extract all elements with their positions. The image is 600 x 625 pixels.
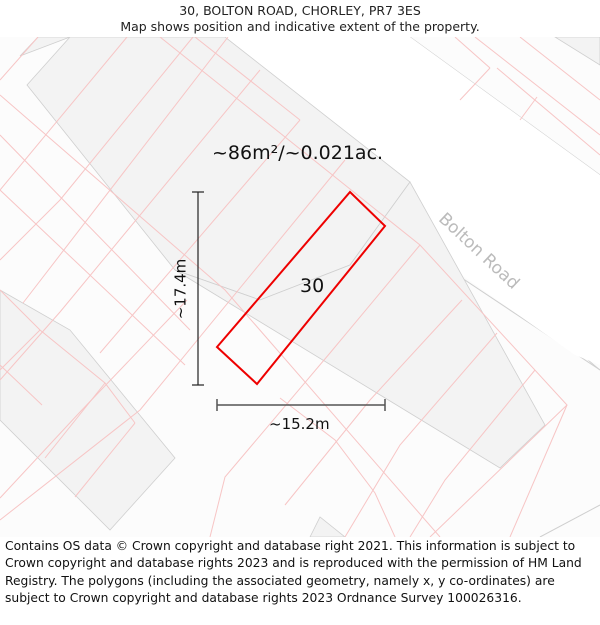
area-label: ~86m²/~0.021ac.	[212, 142, 384, 164]
parcel-boundaries	[0, 37, 600, 537]
vertical-measure-line	[192, 191, 204, 386]
plot-number-label: 30	[300, 275, 325, 297]
horizontal-measure-label: ~15.2m	[269, 415, 330, 433]
map-description: Map shows position and indicative extent…	[120, 19, 480, 34]
map-header: 30, BOLTON ROAD, CHORLEY, PR7 3ES Map sh…	[0, 0, 600, 37]
map-canvas	[0, 37, 600, 537]
copyright-attribution: Contains OS data © Crown copyright and d…	[5, 539, 582, 605]
property-map[interactable]: ~86m²/~0.021ac. 30 Bolton Road ~17.4m ~1…	[0, 37, 600, 537]
property-boundary[interactable]	[215, 190, 387, 386]
property-address: 30, BOLTON ROAD, CHORLEY, PR7 3ES	[179, 3, 421, 18]
horizontal-measure-line	[216, 399, 386, 411]
vertical-measure-label: ~17.4m	[171, 258, 190, 320]
